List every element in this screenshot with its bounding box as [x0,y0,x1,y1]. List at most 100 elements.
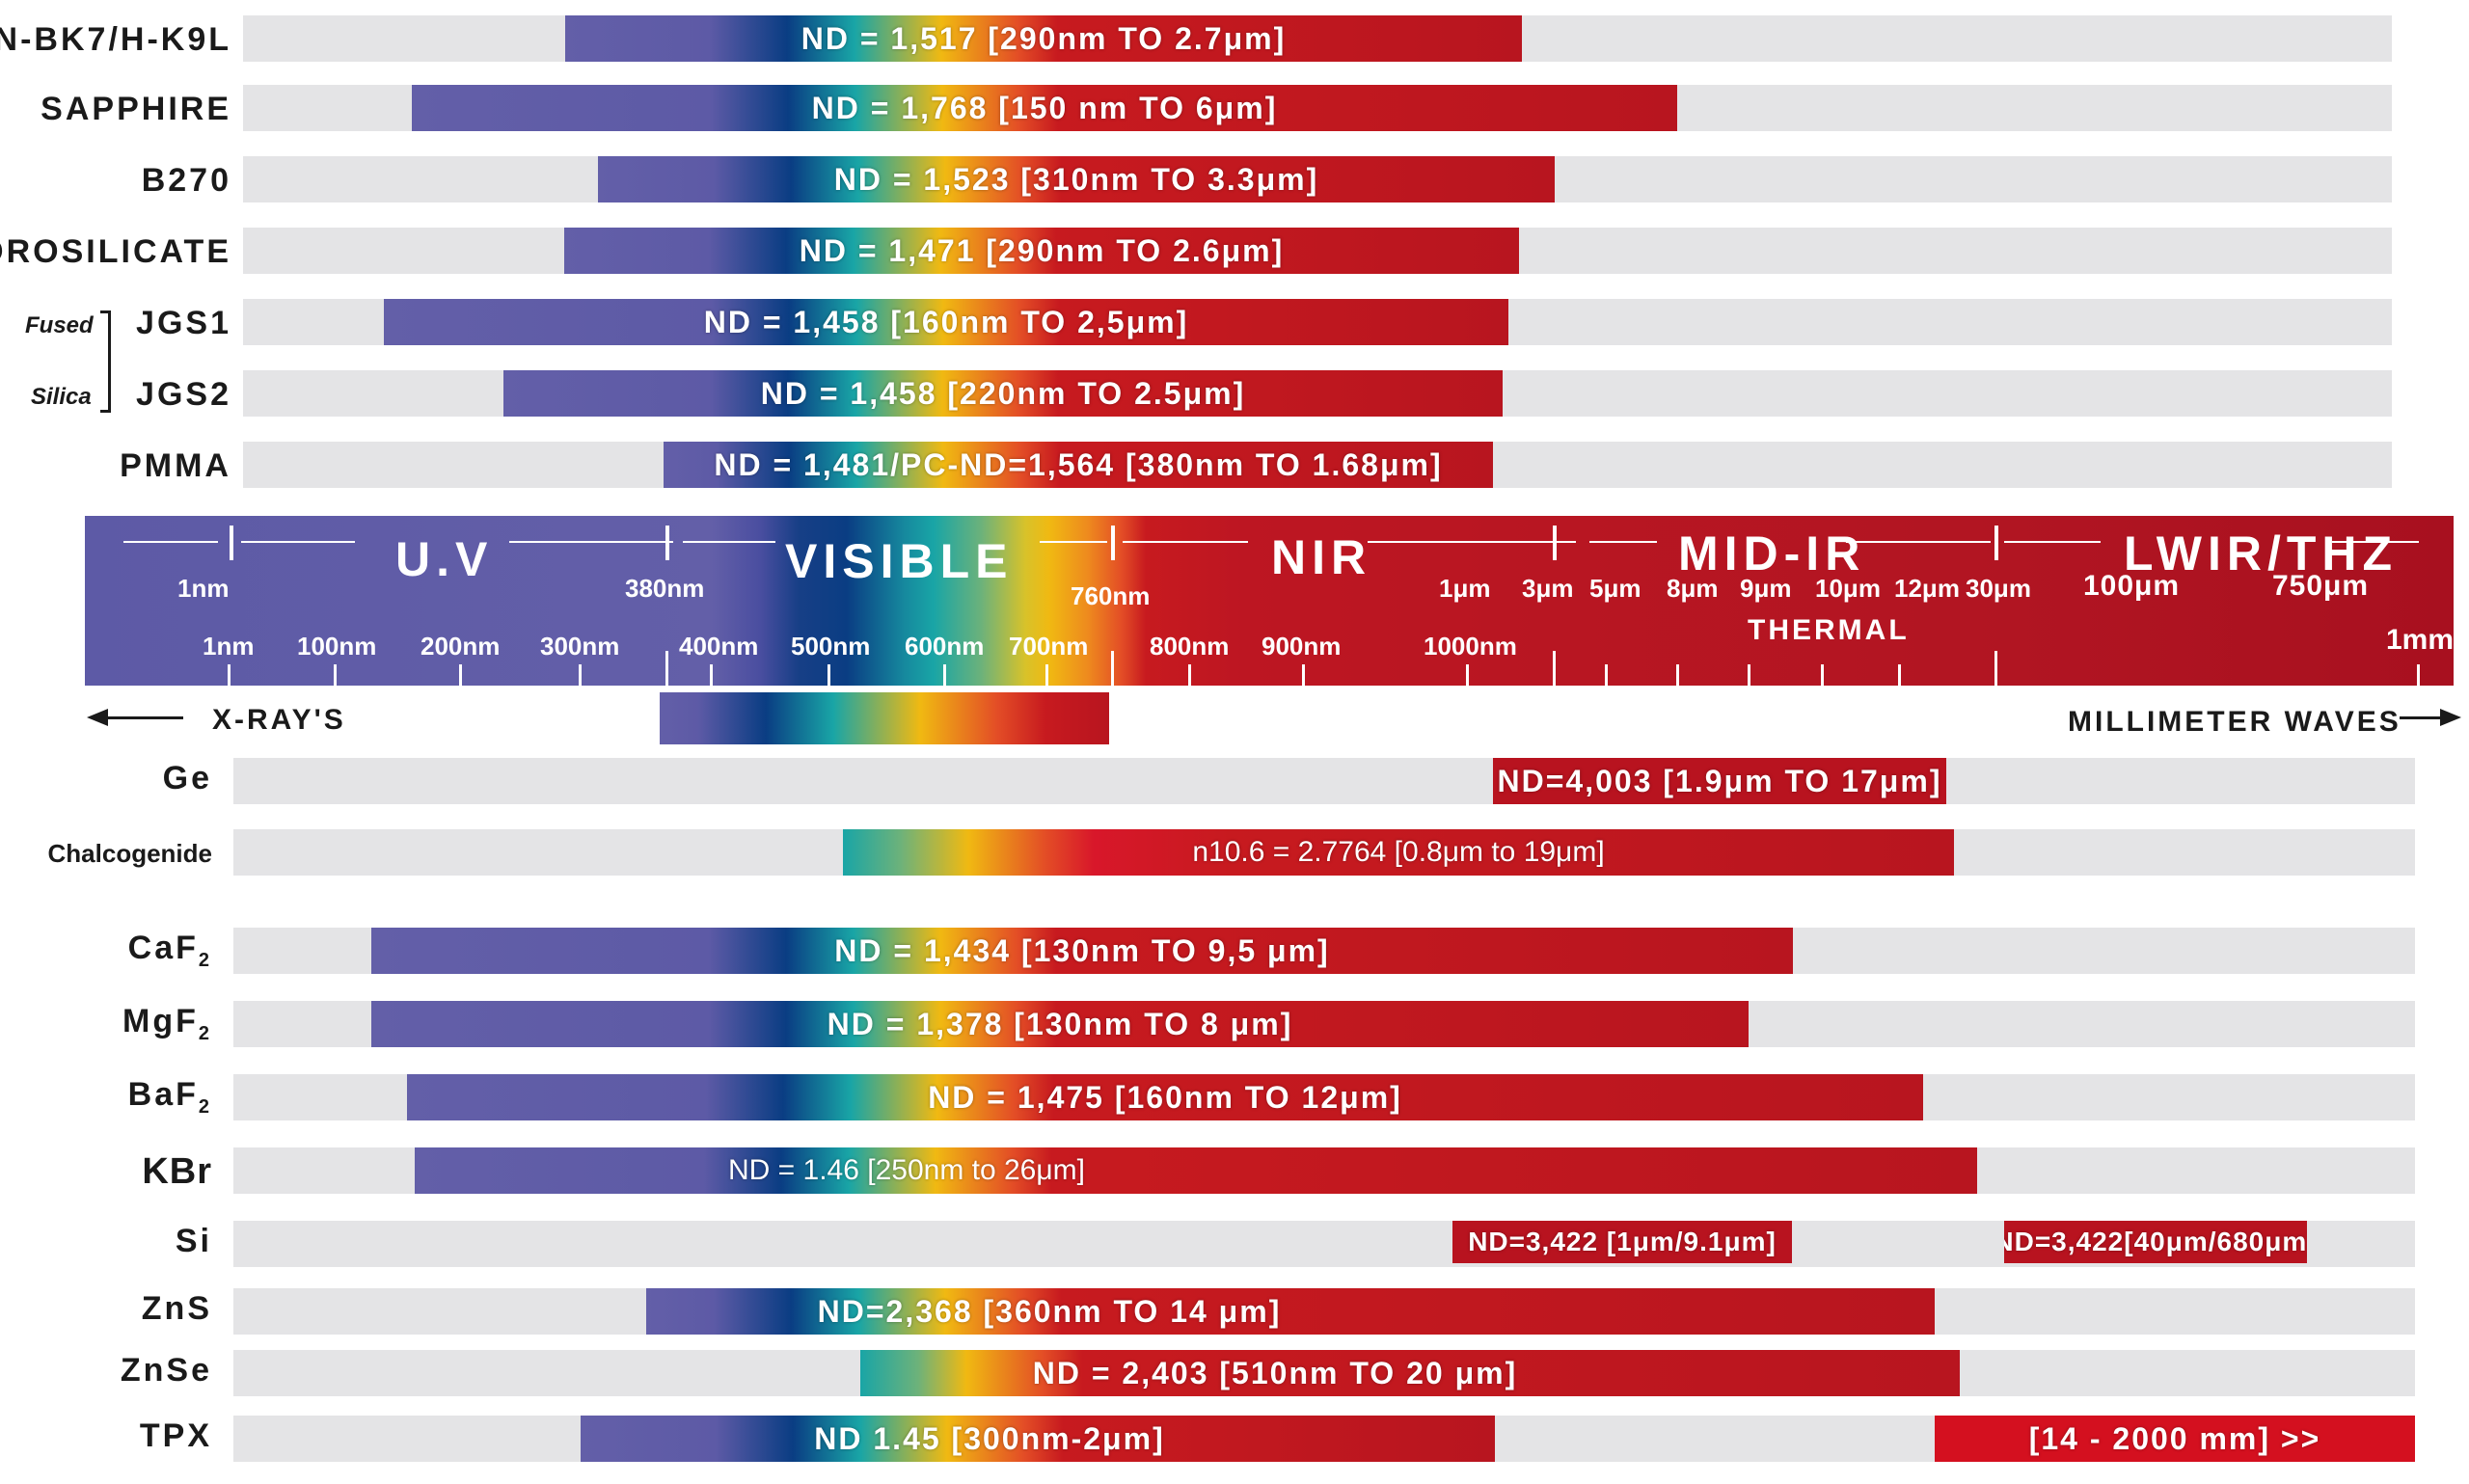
marker-3um: 3μm [1522,574,1574,603]
arrow-line-2 [241,541,355,543]
label-kbr: KBr [142,1151,212,1192]
bar-znse: ND = 2,403 [510nm TO 20 μm] [860,1350,1960,1396]
label-baf2-text: BaF [127,1076,199,1113]
label-borosilicate: BOROSILICATE [0,233,231,270]
bar-si-1-text: ND=3,422 [1μm/9.1μm] [1468,1227,1777,1256]
arrow-line-10 [2004,541,2101,543]
bar-tpx-2-text: [14 - 2000 mm] >> [2028,1420,2321,1456]
bar-si-2-text: ND=3,422[40μm/680μm] [2004,1227,2307,1256]
region-sep-5 [1994,526,1998,560]
tick-8 [943,664,946,686]
bar-zns: ND=2,368 [360nm TO 14 μm] [646,1288,1935,1335]
label-mgf2-sub: 2 [198,1022,212,1044]
spectrum-band: U.V VISIBLE NIR MID-IR LWIR/THZ THERMAL … [85,516,2454,686]
region-thermal: THERMAL [1748,614,1910,646]
tick-1 [228,664,231,686]
scale-900nm: 900nm [1262,632,1342,661]
label-baf2: BaF2 [128,1078,212,1117]
label-jgs1: JGS1 [136,305,231,341]
tick-17 [1748,664,1750,686]
label-mgf2-text: MgF [122,1003,199,1039]
bar-sapphire: ND = 1,768 [150 nm TO 6μm] [412,85,1677,131]
scale-700nm: 700nm [1009,632,1089,661]
bar-mgf2: ND = 1,378 [130nm TO 8 μm] [371,1001,1749,1047]
bar-tpx-1-text: ND 1.45 [300nm-2μm] [814,1420,1165,1456]
label-tpx: TPX [139,1417,212,1454]
xray-arrow-shaft [106,716,183,719]
bar-baf2-text: ND = 1,475 [160nm TO 12μm] [928,1079,1402,1115]
mmwave-label: MILLIMETER WAVES [2068,706,2401,738]
region-sep-4 [1553,526,1557,560]
tick-12 [1302,664,1305,686]
xray-arrow-icon [87,709,108,726]
scale-200nm: 200nm [421,632,501,661]
bar-borosilicate-text: ND = 1,471 [290nm TO 2.6μm] [799,232,1285,268]
fused-silica-line2: Silica [31,384,92,410]
label-caf2-sub: 2 [198,949,212,971]
bar-caf2-text: ND = 1,434 [130nm TO 9,5 μm] [834,932,1330,968]
bar-b270-text: ND = 1,523 [310nm TO 3.3μm] [833,161,1319,197]
region-sep-3 [1111,526,1115,560]
visible-window-bar [660,692,1109,744]
bar-kbr-text: ND = 1.46 [250nm to 26μm] [728,1154,1085,1186]
label-zns: ZnS [141,1290,212,1327]
region-visible: VISIBLE [785,534,1014,588]
label-znse: ZnSe [120,1352,212,1389]
label-ge: Ge [162,760,212,796]
label-nbk7: N-BK7/H-K9L [0,21,231,58]
tick-2 [334,664,337,686]
bar-sapphire-text: ND = 1,768 [150 nm TO 6μm] [811,90,1278,125]
region-midir: MID-IR [1678,526,1866,580]
bar-kbr: ND = 1.46 [250nm to 26μm] [415,1147,1977,1194]
scale-1nm: 1nm [203,632,255,661]
arrow-line-11 [2332,541,2419,543]
arrow-line-3 [509,541,673,543]
bar-znse-text: ND = 2,403 [510nm TO 20 μm] [1032,1355,1518,1390]
bar-tpx-2: [14 - 2000 mm] >> [1935,1416,2415,1462]
tick-5 [665,651,668,686]
arrow-line-8 [1589,541,1657,543]
tick-10 [1111,651,1114,686]
tick-19 [1898,664,1901,686]
tick-21 [2417,664,2420,686]
bar-chalcogenide-text: n10.6 = 2.7764 [0.8μm to 19μm] [1192,836,1605,868]
mmwave-arrow-icon [2440,709,2461,726]
label-caf2-text: CaF [127,930,199,966]
region-lwir: LWIR/THZ [2124,526,2399,580]
label-baf2-sub: 2 [198,1095,212,1118]
label-b270: B270 [141,162,231,199]
bar-baf2: ND = 1,475 [160nm TO 12μm] [407,1074,1923,1120]
tick-16 [1676,664,1679,686]
bar-pmma: ND = 1,481/PC-ND=1,564 [380nm TO 1.68μm] [664,442,1493,488]
fused-silica-bracket [100,310,111,413]
arrow-line-9 [1846,541,1991,543]
tick-20 [1994,651,1997,686]
bar-nbk7-text: ND = 1,517 [290nm TO 2.7μm] [800,20,1287,56]
scale-1mm: 1mm [2386,624,2455,656]
bar-mgf2-text: ND = 1,378 [130nm TO 8 μm] [827,1006,1293,1041]
tick-14 [1553,651,1556,686]
bar-zns-text: ND=2,368 [360nm TO 14 μm] [817,1293,1282,1329]
region-sep-2 [665,526,669,560]
marker-380nm: 380nm [625,574,705,603]
bar-ge: ND=4,003 [1.9μm TO 17μm] [1493,758,1946,804]
bar-pmma-text: ND = 1,481/PC-ND=1,564 [380nm TO 1.68μm] [714,446,1443,482]
scale-100nm: 100nm [297,632,377,661]
scale-1000nm: 1000nm [1424,632,1517,661]
label-si: Si [175,1223,212,1259]
scale-600nm: 600nm [905,632,985,661]
scale-500nm: 500nm [791,632,871,661]
marker-10um: 10μm [1815,574,1881,603]
region-sep-1 [230,526,233,560]
scale-400nm: 400nm [679,632,759,661]
label-mgf2: MgF2 [122,1005,212,1043]
bar-b270: ND = 1,523 [310nm TO 3.3μm] [598,156,1555,202]
arrow-line-7 [1368,541,1576,543]
marker-1um: 1μm [1439,574,1491,603]
bar-tpx-1: ND 1.45 [300nm-2μm] [581,1416,1495,1462]
tick-11 [1188,664,1191,686]
marker-100um: 100μm [2083,570,2181,602]
region-nir: NIR [1271,530,1372,584]
label-pmma: PMMA [120,447,231,484]
scale-800nm: 800nm [1150,632,1230,661]
